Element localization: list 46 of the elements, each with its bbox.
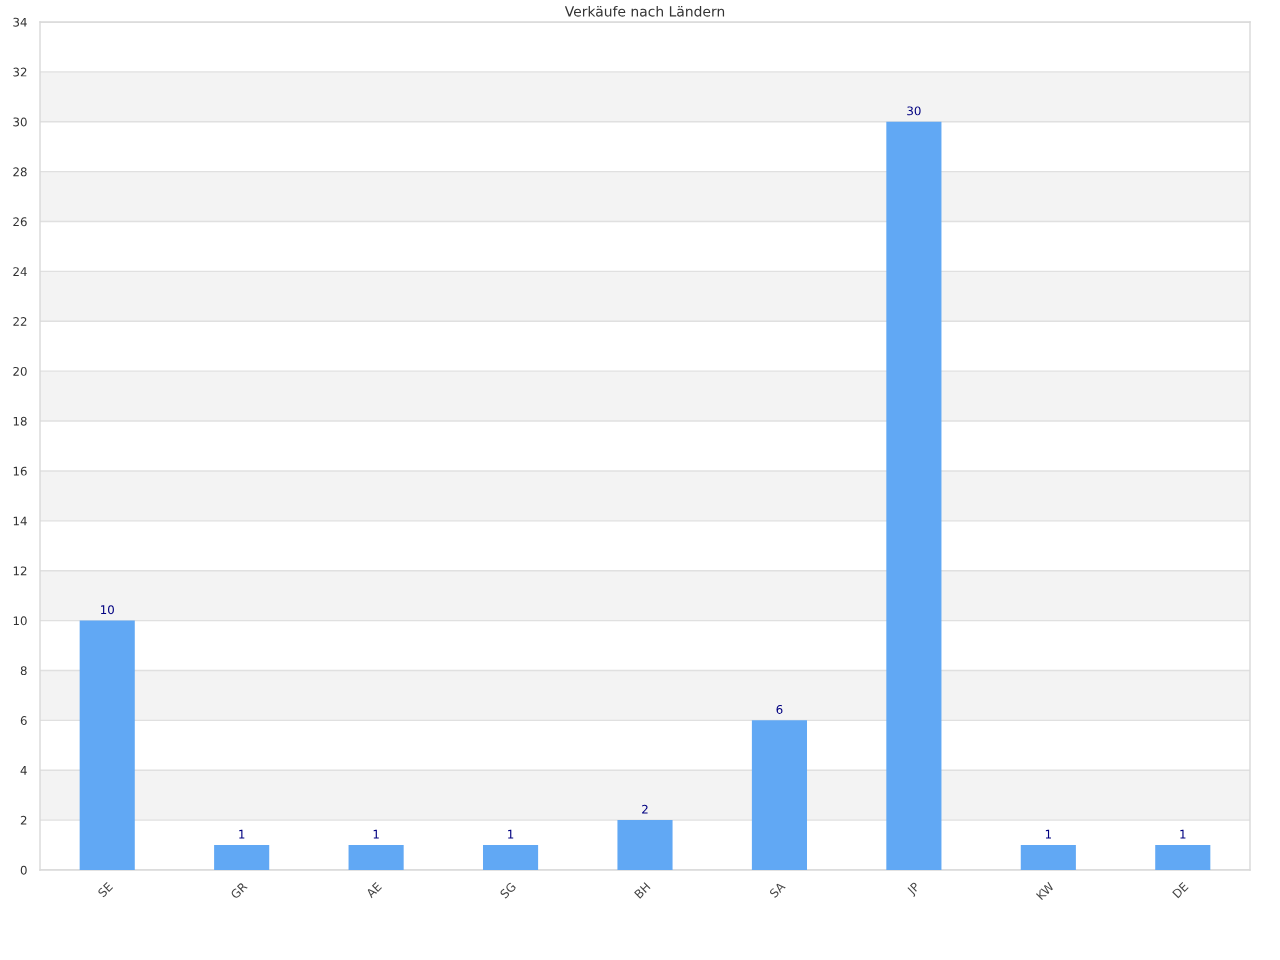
y-tick-label: 20 xyxy=(13,366,27,376)
x-tick-label: BH xyxy=(634,882,651,899)
y-tick-label: 6 xyxy=(20,716,27,726)
bar xyxy=(1155,845,1211,870)
x-tick-label: JP xyxy=(906,881,922,898)
y-tick-label: 34 xyxy=(13,17,27,27)
bar xyxy=(886,121,942,870)
y-tick-label: 18 xyxy=(13,416,27,426)
x-tick-label: SA xyxy=(768,881,786,899)
y-tick-label: 12 xyxy=(13,566,27,576)
x-tick-label: GR xyxy=(230,881,248,900)
data-label: 1 xyxy=(1180,829,1186,839)
y-tick-label: 0 xyxy=(20,865,27,875)
data-label: 2 xyxy=(642,804,648,814)
bar xyxy=(617,820,673,870)
y-tick-label: 28 xyxy=(13,167,27,177)
y-tick-label: 24 xyxy=(13,267,27,276)
bar xyxy=(79,620,135,870)
data-label: 30 xyxy=(907,106,921,116)
y-tick-label: 26 xyxy=(13,217,27,227)
x-tick-label: AE xyxy=(365,881,382,899)
y-tick-label: 22 xyxy=(13,317,27,326)
data-label: 1 xyxy=(1045,829,1051,839)
x-tick-label: SE xyxy=(97,881,114,898)
data-label: 1 xyxy=(508,829,514,839)
x-tick-label: KW xyxy=(1035,881,1055,901)
data-label: 10 xyxy=(101,605,114,615)
bar xyxy=(482,845,539,870)
y-tick-label: 2 xyxy=(20,815,27,825)
chart-title: Verkäufe nach Ländern xyxy=(564,5,725,17)
bar xyxy=(751,720,808,870)
y-tick-label: 4 xyxy=(20,766,27,775)
data-label: 1 xyxy=(239,829,245,839)
y-tick-label: 10 xyxy=(13,616,27,626)
data-label: 6 xyxy=(776,704,783,714)
y-tick-label: 30 xyxy=(13,117,27,127)
y-tick-label: 14 xyxy=(13,516,27,526)
x-tick-label: DE xyxy=(1172,881,1189,899)
bar xyxy=(1020,845,1076,870)
y-tick-label: 8 xyxy=(20,666,27,676)
y-tick-label: 32 xyxy=(13,67,27,77)
y-tick-label: 16 xyxy=(13,466,27,476)
x-tick-label: SG xyxy=(499,881,517,899)
bar xyxy=(214,845,270,870)
bar xyxy=(348,845,404,870)
data-label: 1 xyxy=(373,829,379,839)
